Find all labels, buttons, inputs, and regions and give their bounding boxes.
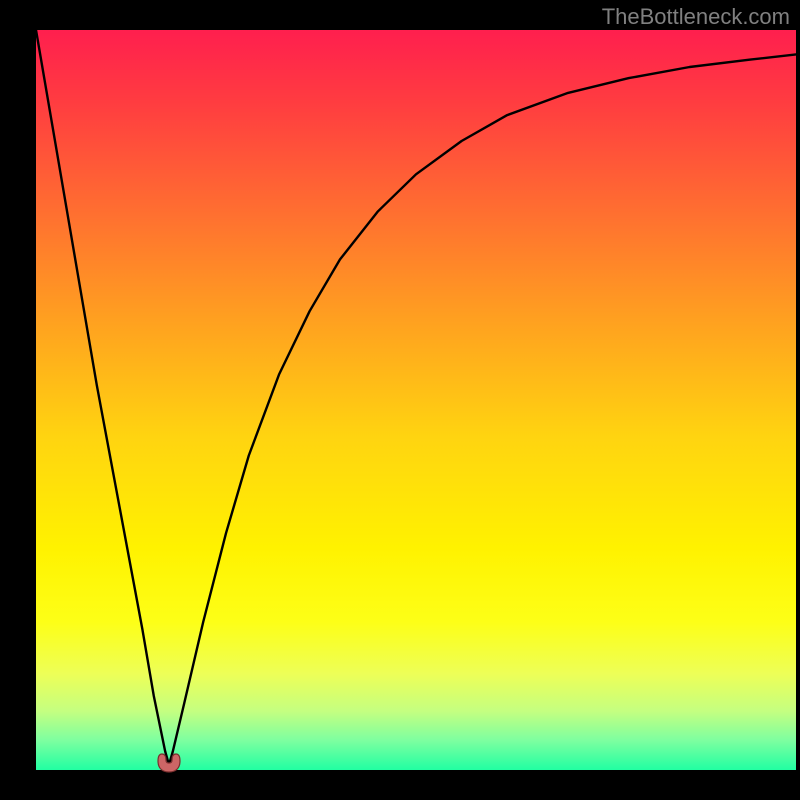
dip-marker bbox=[156, 752, 182, 774]
watermark-text: TheBottleneck.com bbox=[602, 4, 790, 30]
bottleneck-curve bbox=[36, 30, 796, 770]
plot-area bbox=[36, 30, 796, 770]
